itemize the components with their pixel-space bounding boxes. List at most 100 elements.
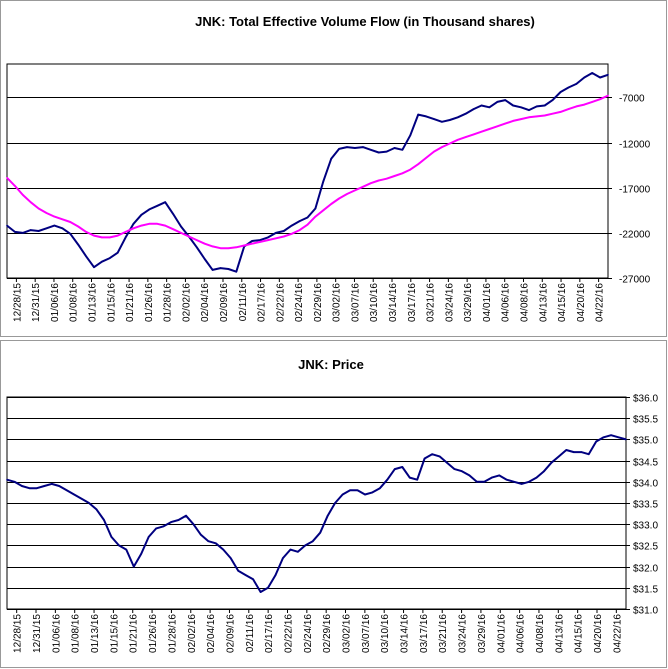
data-point-flow xyxy=(464,112,467,115)
data-point-average xyxy=(441,146,443,148)
x-tick-label: 04/13/16 xyxy=(538,283,549,322)
data-point-flow xyxy=(496,101,499,103)
data-point-flow xyxy=(22,232,24,234)
x-tick-label: 01/08/16 xyxy=(71,614,82,653)
data-point-average xyxy=(338,197,340,200)
x-tick-label: 01/21/16 xyxy=(125,283,136,322)
data-point-flow xyxy=(417,113,420,116)
data-point-price xyxy=(6,478,8,481)
x-tick-label: 02/04/16 xyxy=(200,283,211,322)
data-point-flow xyxy=(575,83,578,85)
data-point-price xyxy=(244,574,247,576)
x-tick-label: 02/02/16 xyxy=(187,614,198,653)
data-point-flow xyxy=(85,255,87,258)
data-point-price xyxy=(453,468,456,470)
plot-area: -27000 -22000 -17000 -12000 -7000 12/28/15 12/… xyxy=(6,63,651,322)
data-point-average xyxy=(101,236,103,239)
data-point-average xyxy=(433,150,435,153)
x-tick-label: 03/17/16 xyxy=(419,614,430,653)
data-point-price xyxy=(580,451,583,453)
x-tick-label: 01/08/16 xyxy=(69,283,80,322)
data-point-average xyxy=(567,108,570,110)
data-point-average xyxy=(409,168,412,171)
data-point-price xyxy=(617,436,620,439)
x-tick-label: 03/10/16 xyxy=(369,283,380,322)
data-point-flow xyxy=(567,86,570,89)
data-point-price xyxy=(416,478,419,481)
data-point-price xyxy=(483,481,486,483)
data-point-flow xyxy=(346,146,348,148)
x-tick-label: 01/26/16 xyxy=(148,614,159,653)
chart-title: JNK: Price xyxy=(298,357,364,372)
data-point-price xyxy=(95,508,98,511)
data-point-flow xyxy=(53,224,56,227)
data-point-price xyxy=(326,514,329,517)
data-point-average xyxy=(362,186,364,188)
plot-border xyxy=(6,63,609,279)
data-point-average xyxy=(496,125,499,128)
data-point-flow xyxy=(275,232,277,234)
data-point-average xyxy=(551,112,554,115)
data-point-average xyxy=(85,231,87,233)
data-point-average xyxy=(14,185,16,187)
data-point-average xyxy=(449,142,451,145)
data-point-price xyxy=(13,481,16,483)
data-point-average xyxy=(188,235,190,238)
data-point-price xyxy=(192,523,195,525)
data-point-average xyxy=(583,103,586,106)
data-point-average xyxy=(314,215,317,218)
x-tick-label: 01/13/16 xyxy=(90,614,101,653)
x-tick-label: 04/06/16 xyxy=(516,614,527,653)
x-tick-label: 01/06/16 xyxy=(51,614,62,653)
data-point-flow xyxy=(409,134,412,137)
data-point-average xyxy=(156,223,159,225)
data-point-flow xyxy=(520,106,522,109)
data-point-average xyxy=(528,116,530,119)
data-point-price xyxy=(36,487,38,490)
data-point-price xyxy=(386,478,389,481)
data-point-flow xyxy=(528,109,530,111)
data-point-price xyxy=(498,474,501,477)
data-point-average xyxy=(346,193,348,195)
data-point-flow xyxy=(543,104,546,107)
data-point-flow xyxy=(172,213,174,215)
data-point-price xyxy=(155,527,157,530)
y-tick-label: -12000 xyxy=(619,140,651,151)
data-point-price xyxy=(371,491,374,494)
x-tick-label: 04/15/16 xyxy=(574,614,585,653)
data-point-flow xyxy=(116,251,119,254)
x-tick-label: 03/17/16 xyxy=(407,283,418,322)
y-tick-label: -7000 xyxy=(619,94,645,105)
data-point-flow xyxy=(599,76,601,79)
x-tick-label: 01/13/16 xyxy=(88,283,99,322)
data-point-price xyxy=(267,587,269,589)
x-tick-label: 04/22/16 xyxy=(612,614,623,653)
x-tick-label: 03/02/16 xyxy=(342,614,353,653)
data-point-price xyxy=(162,525,165,528)
y-tick-label: -17000 xyxy=(619,185,651,196)
data-point-flow xyxy=(156,205,159,207)
data-point-price xyxy=(491,476,493,479)
x-tick-label: 02/22/16 xyxy=(275,283,286,322)
y-tick-label: $32.5 xyxy=(633,542,658,553)
x-tick-label: 02/04/16 xyxy=(206,614,217,653)
data-point-average xyxy=(227,247,230,249)
data-point-average xyxy=(385,177,388,180)
x-tick-label: 04/20/16 xyxy=(576,283,587,322)
x-tick-label: 03/07/16 xyxy=(350,283,361,322)
x-tick-label: 03/24/16 xyxy=(444,283,455,322)
x-tick-label: 03/14/16 xyxy=(388,283,399,322)
data-point-flow xyxy=(433,118,435,120)
x-tick-label: 03/10/16 xyxy=(380,614,391,653)
data-point-flow xyxy=(148,208,151,211)
data-point-flow xyxy=(322,180,325,183)
data-point-flow xyxy=(196,246,198,249)
data-point-flow xyxy=(101,260,103,263)
data-point-price xyxy=(222,548,225,551)
y-tick-label: $31.5 xyxy=(633,585,658,596)
plot-area: $31.0 $31.5 $32.0 $32.5 $33.0 $33.5 $34.0 $34.5… xyxy=(6,394,658,653)
data-point-average xyxy=(591,101,593,103)
data-point-price xyxy=(65,489,68,492)
data-point-price xyxy=(341,493,344,496)
data-point-average xyxy=(180,232,182,234)
